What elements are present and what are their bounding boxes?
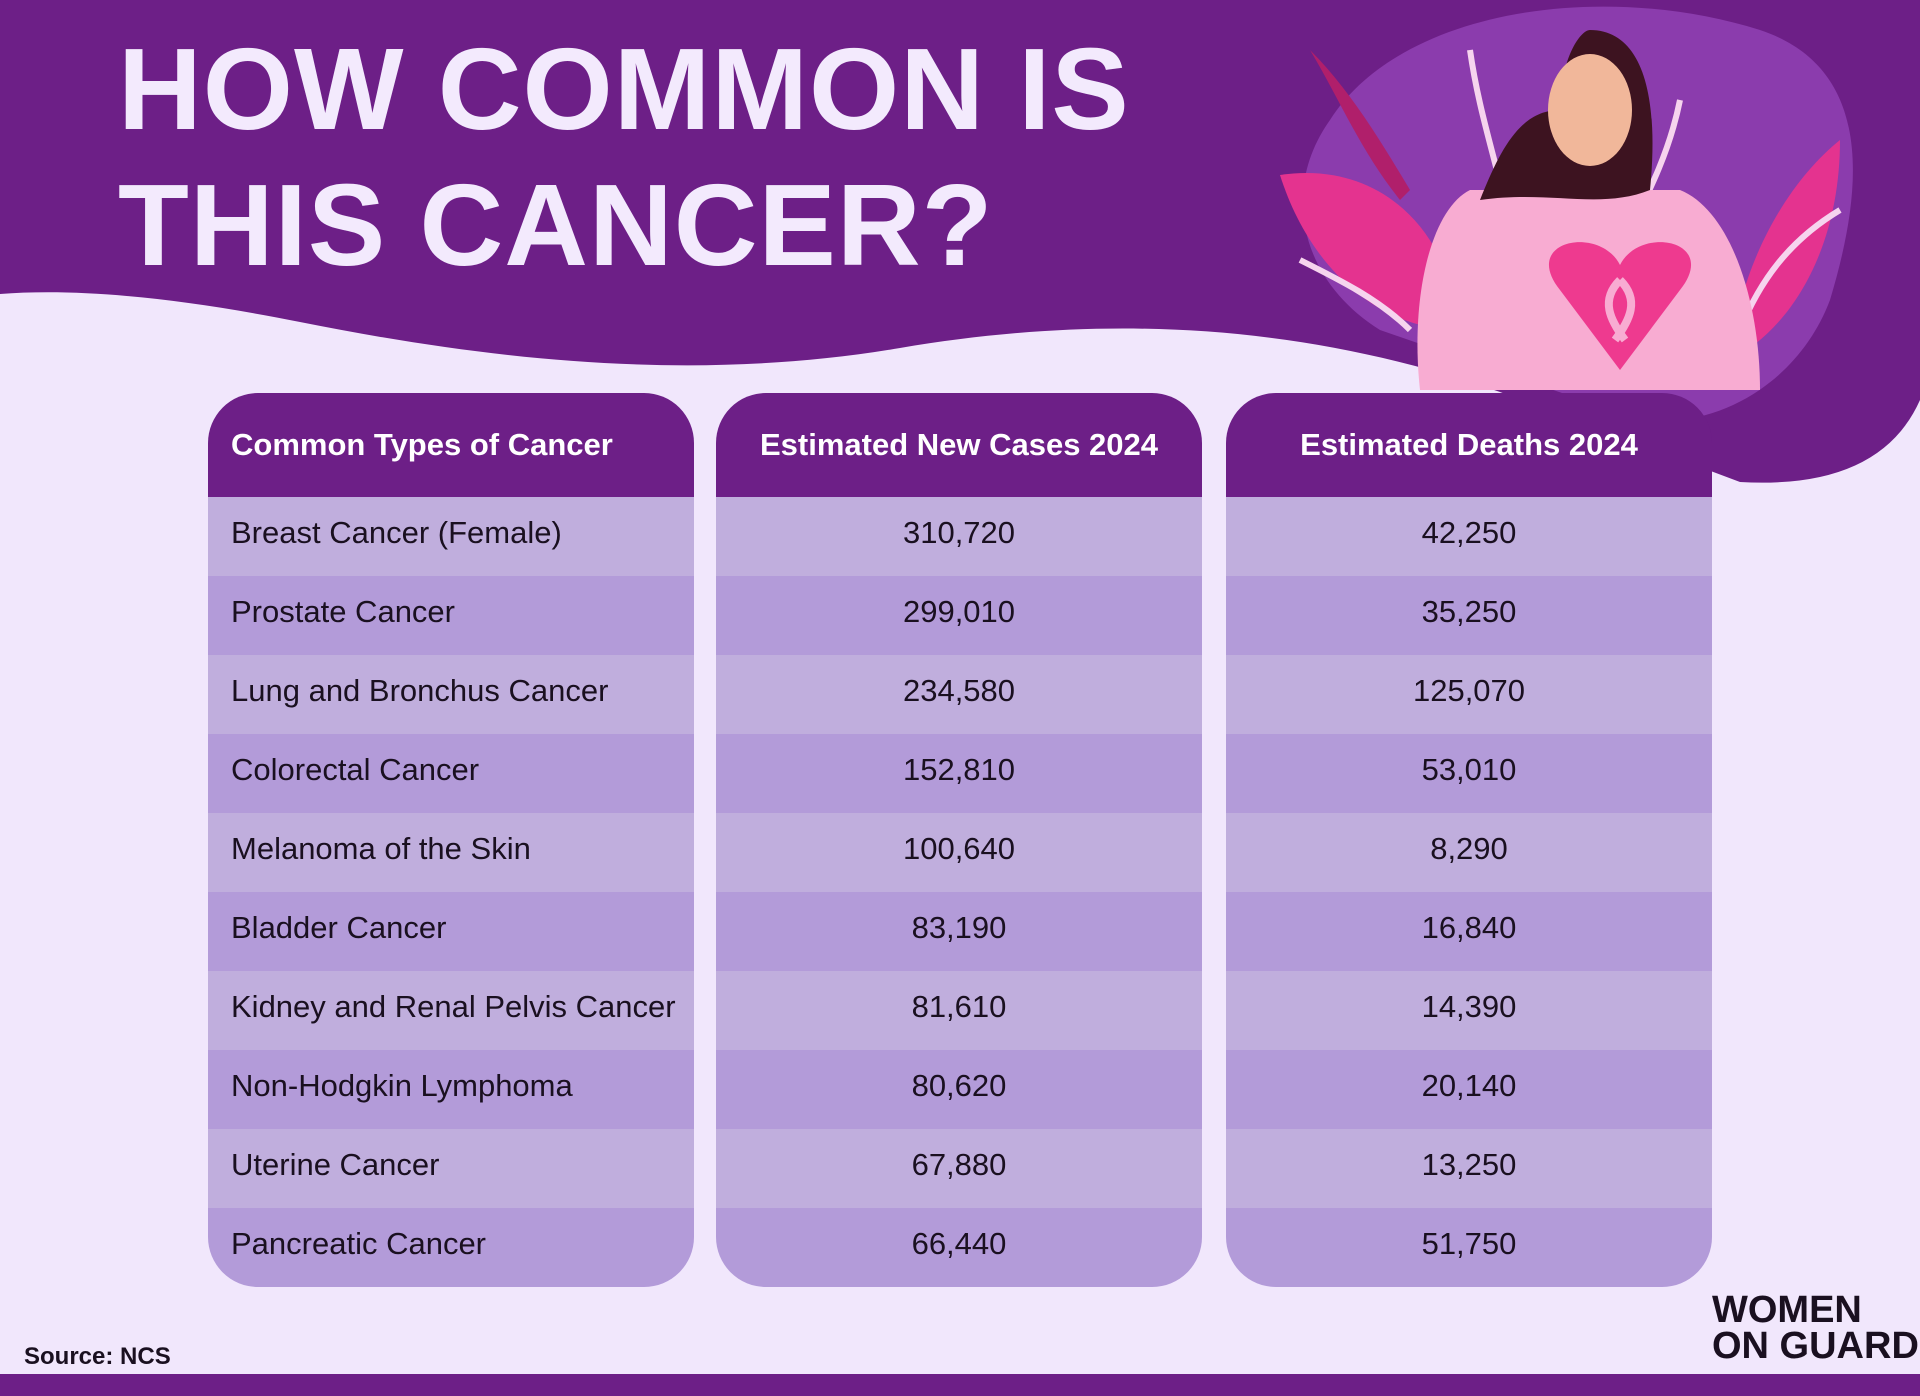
- table-cell: 51,750: [1226, 1208, 1712, 1287]
- column-header: Estimated Deaths 2024: [1226, 393, 1712, 497]
- table-cell: 42,250: [1226, 497, 1712, 576]
- column-header: Common Types of Cancer: [208, 393, 694, 497]
- table-cell: Prostate Cancer: [208, 576, 694, 655]
- table-cell: 299,010: [716, 576, 1202, 655]
- table-column: Common Types of Cancer Breast Cancer (Fem…: [208, 393, 694, 1287]
- table-cell: 20,140: [1226, 1050, 1712, 1129]
- table-cell: Melanoma of the Skin: [208, 813, 694, 892]
- title-line: HOW COMMON IS: [118, 24, 1130, 154]
- source: Source: NCS: [24, 1343, 171, 1370]
- table-cell: Lung and Bronchus Cancer: [208, 655, 694, 734]
- table-cell: 152,810: [716, 734, 1202, 813]
- column-header: Estimated New Cases 2024: [716, 393, 1202, 497]
- table-cell: 35,250: [1226, 576, 1712, 655]
- table-cell: 234,580: [716, 655, 1202, 734]
- table-cell: 53,010: [1226, 734, 1712, 813]
- table-column: Estimated New Cases 2024 310,720 299,010 23…: [716, 393, 1202, 1287]
- table-cell: 310,720: [716, 497, 1202, 576]
- table-cell: 67,880: [716, 1129, 1202, 1208]
- table-cell: Colorectal Cancer: [208, 734, 694, 813]
- table-cell: Non-Hodgkin Lymphoma: [208, 1050, 694, 1129]
- table-cell: 125,070: [1226, 655, 1712, 734]
- title-line: THIS CANCER?: [118, 160, 994, 290]
- table-cell: 81,610: [716, 971, 1202, 1050]
- table-cell: Bladder Cancer: [208, 892, 694, 971]
- table-cell: 66,440: [716, 1208, 1202, 1287]
- table-column: Estimated Deaths 2024 42,250 35,250 125,070…: [1226, 393, 1712, 1287]
- table-cell: Pancreatic Cancer: [208, 1208, 694, 1287]
- table-cell: 13,250: [1226, 1129, 1712, 1208]
- table-cell: Kidney and Renal Pelvis Cancer: [208, 971, 694, 1050]
- table-cell: 83,190: [716, 892, 1202, 971]
- table-cell: Uterine Cancer: [208, 1129, 694, 1208]
- table-cell: 16,840: [1226, 892, 1712, 971]
- logo-text: WOMEN: [1712, 1289, 1862, 1331]
- table-cell: Breast Cancer (Female): [208, 497, 694, 576]
- table-cell: 80,620: [716, 1050, 1202, 1129]
- logo: WOMEN ON GUARD: [1712, 1289, 1919, 1367]
- bottom-bar: [0, 1374, 1920, 1396]
- table-cell: 100,640: [716, 813, 1202, 892]
- table-cell: 8,290: [1226, 813, 1712, 892]
- logo-text: ON GUARD: [1712, 1325, 1919, 1367]
- table-cell: 14,390: [1226, 971, 1712, 1050]
